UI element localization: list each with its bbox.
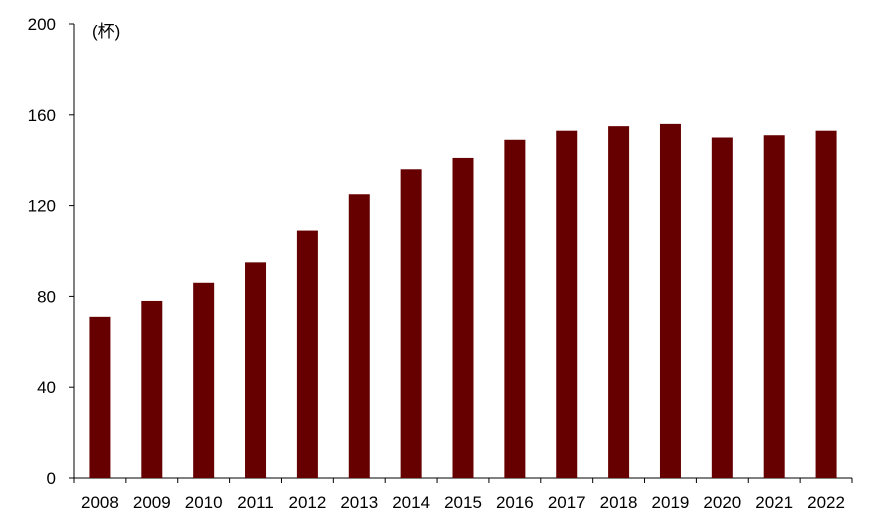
x-tick-label: 2013 xyxy=(340,493,378,512)
bar-2018 xyxy=(608,126,630,479)
x-tick-label: 2008 xyxy=(81,493,119,512)
x-tick-label: 2022 xyxy=(807,493,845,512)
x-tick-label: 2019 xyxy=(652,493,690,512)
y-tick-label: 80 xyxy=(37,287,56,306)
x-tick-label: 2014 xyxy=(392,493,430,512)
bar-2022 xyxy=(815,130,837,478)
y-tick-label: 0 xyxy=(47,469,56,488)
y-axis-unit-label: (杯) xyxy=(92,22,120,41)
bars xyxy=(89,123,837,479)
y-tick-label: 200 xyxy=(28,15,56,34)
bar-2009 xyxy=(141,300,163,478)
x-tick-label: 2012 xyxy=(288,493,326,512)
bar-2020 xyxy=(711,137,733,478)
x-tick-label: 2021 xyxy=(755,493,793,512)
x-tick-label: 2015 xyxy=(444,493,482,512)
bar-2013 xyxy=(348,194,370,478)
bar-2008 xyxy=(89,316,111,478)
bar-2012 xyxy=(296,230,318,478)
bar-2014 xyxy=(400,169,422,478)
y-ticks: 0 40 80 120 160 200 xyxy=(28,15,74,488)
y-tick-label: 160 xyxy=(28,106,56,125)
bar-2010 xyxy=(193,282,215,478)
bar-2017 xyxy=(556,130,578,478)
bar-2011 xyxy=(245,262,267,478)
y-axis: (杯) xyxy=(73,22,120,478)
x-tick-label: 2010 xyxy=(185,493,223,512)
bar-2021 xyxy=(763,135,785,479)
bar-2016 xyxy=(504,139,526,478)
y-tick-label: 40 xyxy=(37,378,56,397)
y-tick-label: 120 xyxy=(28,197,56,216)
x-tick-label: 2017 xyxy=(548,493,586,512)
x-tick-label: 2009 xyxy=(133,493,171,512)
x-tick-label: 2018 xyxy=(600,493,638,512)
x-tick-label: 2011 xyxy=(237,493,274,512)
x-ticks: 2008 2009 2010 2011 2012 2013 2014 2015 2016 2017… xyxy=(73,478,853,512)
bar-2019 xyxy=(659,123,681,478)
x-tick-label: 2020 xyxy=(703,493,741,512)
x-tick-label: 2016 xyxy=(496,493,534,512)
bar-2015 xyxy=(452,157,474,478)
